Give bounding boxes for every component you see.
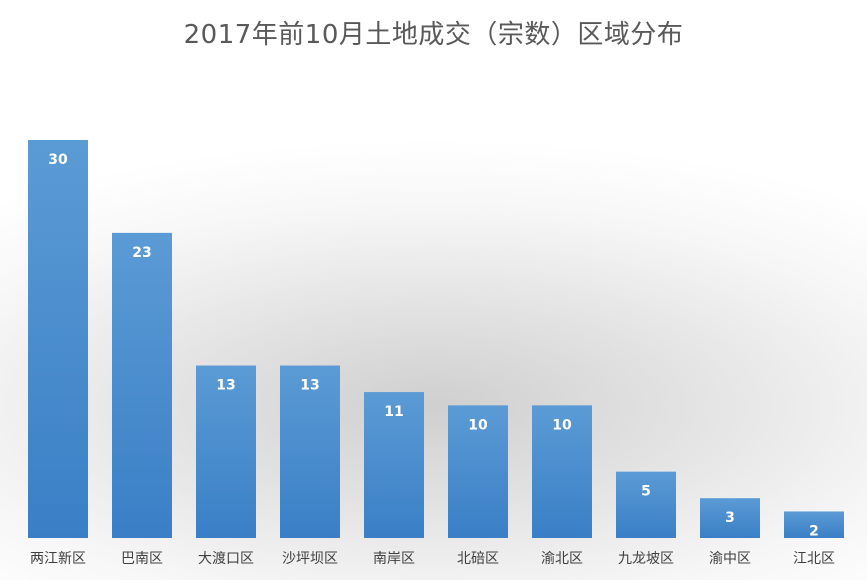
bar-2 xyxy=(196,365,256,538)
data-label-8: 3 xyxy=(725,510,735,526)
bar-8 xyxy=(700,498,760,538)
category-label-5: 北碚区 xyxy=(457,551,499,567)
category-label-7: 九龙坡区 xyxy=(618,551,674,567)
bar-1 xyxy=(112,232,172,538)
data-label-0: 30 xyxy=(48,152,68,168)
bar-7 xyxy=(616,471,676,538)
data-label-6: 10 xyxy=(552,417,572,433)
category-label-2: 大渡口区 xyxy=(198,551,254,567)
bar-6 xyxy=(532,405,592,538)
data-label-7: 5 xyxy=(641,484,651,500)
data-label-1: 23 xyxy=(132,245,151,261)
bar-3 xyxy=(280,365,340,538)
data-label-5: 10 xyxy=(468,417,488,433)
category-label-0: 两江新区 xyxy=(30,551,86,567)
category-label-1: 巴南区 xyxy=(121,551,163,567)
bar-0 xyxy=(28,140,88,538)
data-label-4: 11 xyxy=(384,404,403,420)
bars-layer xyxy=(28,140,844,538)
chart-title: 2017年前10月土地成交（宗数）区域分布 xyxy=(183,20,684,50)
category-label-3: 沙坪坝区 xyxy=(282,551,338,567)
data-label-2: 13 xyxy=(216,378,235,394)
data-labels-layer: 30 23 13 13 11 10 10 5 3 2 xyxy=(48,152,819,539)
category-label-8: 渝中区 xyxy=(709,551,751,567)
bar-5 xyxy=(448,405,508,538)
bar-9 xyxy=(784,511,844,538)
category-label-6: 渝北区 xyxy=(541,551,583,567)
category-label-9: 江北区 xyxy=(793,551,835,567)
category-label-4: 南岸区 xyxy=(373,551,415,567)
data-label-9: 2 xyxy=(809,523,819,539)
data-label-3: 13 xyxy=(300,378,319,394)
bar-4 xyxy=(364,392,424,538)
category-axis-labels: 两江新区 巴南区 大渡口区 沙坪坝区 南岸区 北碚区 渝北区 九龙坡区 渝中区 江北区 xyxy=(30,551,835,567)
